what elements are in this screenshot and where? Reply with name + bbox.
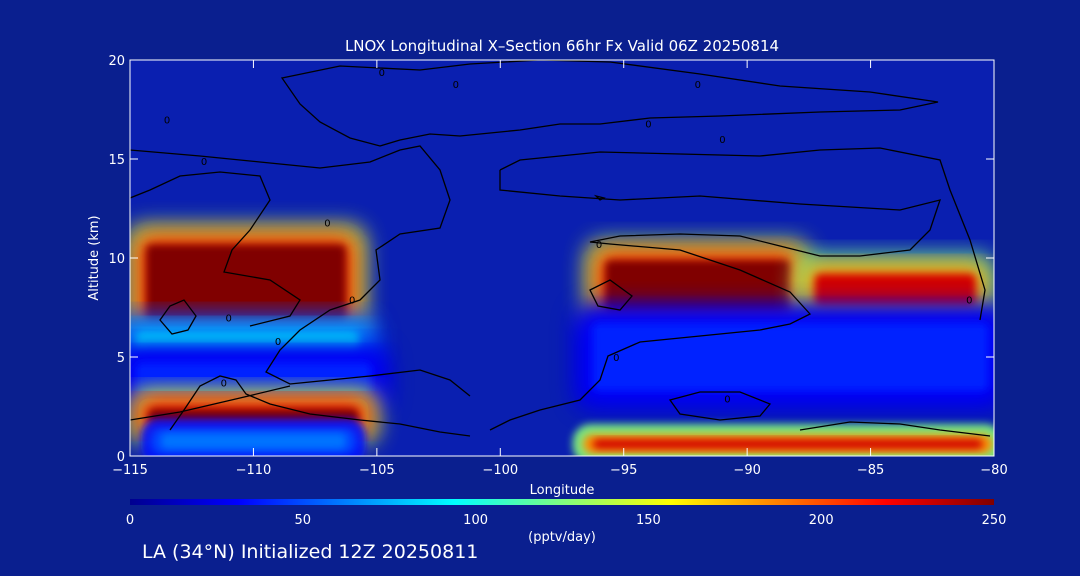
contour-labels: 0 0 0 0 0 0 0 0 0 0 0 0 0 0 0 0 <box>164 68 973 406</box>
contour-label: 0 <box>221 379 227 390</box>
footer-caption: LA (34°N) Initialized 12Z 20250811 <box>142 541 479 563</box>
x-tick-label: −115 <box>112 463 148 478</box>
colorbar-tick-label: 100 <box>463 513 488 528</box>
heat-cell-core <box>145 244 347 322</box>
colorbar-tick-label: 50 <box>295 513 312 528</box>
contour-label: 0 <box>695 80 701 91</box>
contour-line <box>130 171 301 327</box>
contour-line <box>593 194 606 201</box>
contour-label: 0 <box>275 337 281 348</box>
contour-label: 0 <box>164 115 170 126</box>
contour-label: 0 <box>226 313 232 324</box>
contour-label: 0 <box>201 157 207 168</box>
contour-label: 0 <box>613 353 619 364</box>
colorbar-label: (pptv/day) <box>528 530 596 545</box>
chart-title: LNOX Longitudinal X–Section 66hr Fx Vali… <box>345 37 779 55</box>
heat-cell-core <box>592 439 984 450</box>
y-tick-label: 0 <box>117 450 125 465</box>
contour-line <box>159 299 197 335</box>
contour-label: 0 <box>379 68 385 79</box>
contour-line <box>799 421 991 437</box>
x-tick-label: −105 <box>359 463 395 478</box>
contour-label: 0 <box>966 296 972 307</box>
contour-line <box>589 279 633 311</box>
contour-label: 0 <box>719 135 725 146</box>
contour-label: 0 <box>324 218 330 229</box>
contour-line <box>169 375 471 437</box>
contour-label: 0 <box>645 119 651 130</box>
contour-layer <box>130 60 991 437</box>
x-tick-label: −85 <box>857 463 884 478</box>
colorbar-tick-label: 200 <box>809 513 834 528</box>
colorbar-tick-label: 0 <box>126 513 134 528</box>
colorbar-tick-label: 150 <box>636 513 661 528</box>
contour-label: 0 <box>349 296 355 307</box>
heat-cell <box>140 418 367 456</box>
colorbar <box>130 499 994 505</box>
heat-cell <box>572 303 994 411</box>
contour-label: 0 <box>724 395 730 406</box>
y-axis-label: Altitude (km) <box>87 215 102 300</box>
x-tick-label: −90 <box>733 463 760 478</box>
contour-line <box>489 170 941 431</box>
y-tick-label: 20 <box>108 54 125 69</box>
contour-label: 0 <box>453 80 459 91</box>
contour-line <box>668 391 772 421</box>
x-axis: −115 −110 −105 −100 −95 −90 −85 −80 <box>112 60 1008 478</box>
contour-line <box>130 145 471 397</box>
contour-line <box>280 60 939 147</box>
heat-cell-core <box>160 433 347 450</box>
y-tick-label: 10 <box>108 252 125 267</box>
heatmap-layer <box>130 224 994 456</box>
x-tick-label: −110 <box>236 463 272 478</box>
heat-cell <box>130 224 367 342</box>
colorbar-ticks: 0 50 100 150 200 250 <box>126 513 1007 528</box>
heat-cell-core <box>136 363 371 395</box>
contour-line <box>499 147 986 321</box>
y-tick-label: 15 <box>108 153 125 168</box>
contour-line <box>130 385 291 421</box>
x-axis-label: Longitude <box>530 483 595 498</box>
heat-cell-core <box>814 273 976 306</box>
x-tick-label: −95 <box>610 463 637 478</box>
x-tick-label: −100 <box>482 463 518 478</box>
colorbar-tick-label: 250 <box>982 513 1007 528</box>
heat-cell-core <box>592 323 988 391</box>
x-tick-label: −80 <box>980 463 1007 478</box>
heat-cell-core <box>605 260 791 312</box>
y-axis: 0 5 10 15 20 <box>108 54 994 465</box>
contour-label: 0 <box>596 240 602 251</box>
y-tick-label: 5 <box>117 351 125 366</box>
heat-cell <box>572 424 994 456</box>
